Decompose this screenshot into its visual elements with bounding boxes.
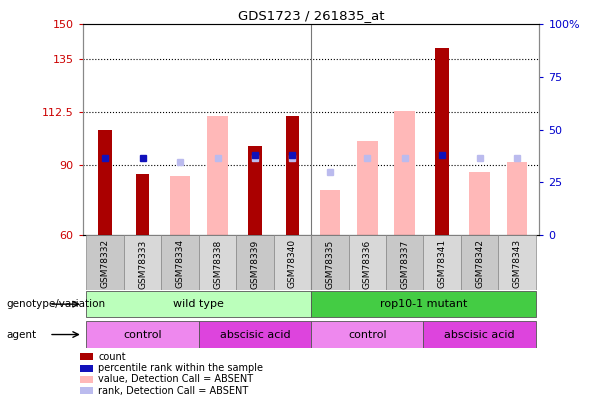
Bar	[286, 115, 299, 235]
Text: GSM78341: GSM78341	[438, 239, 447, 288]
Bar	[470, 172, 490, 235]
Bar	[199, 235, 236, 290]
Text: genotype/variation: genotype/variation	[6, 299, 105, 309]
Bar	[86, 291, 311, 318]
Text: percentile rank within the sample: percentile rank within the sample	[98, 363, 263, 373]
Text: abscisic acid: abscisic acid	[444, 330, 515, 339]
Text: GSM78334: GSM78334	[175, 239, 185, 288]
Bar	[319, 190, 340, 235]
Bar	[273, 235, 311, 290]
Text: GSM78332: GSM78332	[101, 239, 110, 288]
Text: GSM78335: GSM78335	[326, 239, 334, 288]
Text: GSM78339: GSM78339	[251, 239, 259, 288]
Title: GDS1723 / 261835_at: GDS1723 / 261835_at	[238, 9, 384, 22]
Bar	[357, 141, 378, 235]
Bar	[199, 321, 311, 348]
Bar	[311, 235, 349, 290]
Text: GSM78336: GSM78336	[363, 239, 371, 288]
Text: GSM78333: GSM78333	[138, 239, 147, 288]
Bar	[170, 177, 191, 235]
Bar	[207, 115, 228, 235]
Bar	[161, 235, 199, 290]
Bar	[386, 235, 424, 290]
Text: control: control	[123, 330, 162, 339]
Text: rank, Detection Call = ABSENT: rank, Detection Call = ABSENT	[98, 386, 248, 396]
Text: GSM78338: GSM78338	[213, 239, 222, 288]
Text: abscisic acid: abscisic acid	[219, 330, 291, 339]
Bar	[86, 321, 199, 348]
Bar	[236, 235, 273, 290]
Bar	[124, 235, 161, 290]
Text: value, Detection Call = ABSENT: value, Detection Call = ABSENT	[98, 375, 253, 384]
Bar	[424, 321, 536, 348]
Text: wild type: wild type	[173, 299, 224, 309]
Bar	[435, 48, 449, 235]
Bar	[498, 235, 536, 290]
Bar	[394, 111, 415, 235]
Text: count: count	[98, 352, 126, 362]
Text: GSM78343: GSM78343	[512, 239, 522, 288]
Text: agent: agent	[6, 330, 36, 339]
Text: control: control	[348, 330, 387, 339]
Text: GSM78342: GSM78342	[475, 239, 484, 288]
Bar	[311, 321, 424, 348]
Bar	[136, 174, 150, 235]
Bar	[311, 291, 536, 318]
Bar	[248, 146, 262, 235]
Bar	[99, 130, 112, 235]
Text: GSM78337: GSM78337	[400, 239, 409, 288]
Text: GSM78340: GSM78340	[288, 239, 297, 288]
Bar	[507, 162, 527, 235]
Text: rop10-1 mutant: rop10-1 mutant	[379, 299, 467, 309]
Bar	[349, 235, 386, 290]
Bar	[86, 235, 124, 290]
Bar	[424, 235, 461, 290]
Bar	[461, 235, 498, 290]
